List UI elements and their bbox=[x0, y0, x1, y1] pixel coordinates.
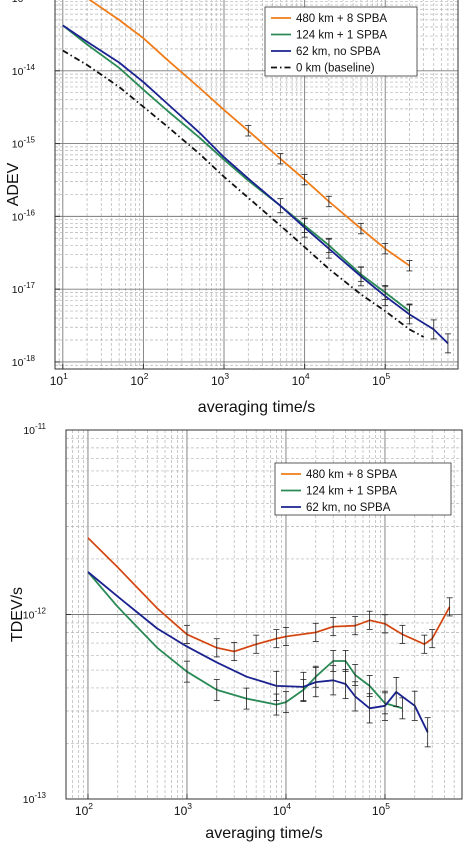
y-tick-base: 10 bbox=[12, 0, 24, 5]
y-tick-exponent: -11 bbox=[35, 422, 47, 431]
x-tick-exponent: 1 bbox=[63, 371, 68, 381]
x-tick-base: 10 bbox=[130, 374, 144, 388]
y-tick-exponent: -16 bbox=[23, 208, 35, 217]
adev-chart: 10110210310410510-1310-1410-1510-1610-17… bbox=[5, 0, 459, 416]
y-tick-base: 10 bbox=[12, 139, 24, 151]
series-line-1 bbox=[87, 571, 403, 710]
legend-label-2: 62 km, no SPBA bbox=[296, 46, 381, 58]
y-tick-label: 10-13 bbox=[12, 0, 36, 5]
x-tick-label: 105 bbox=[372, 371, 390, 388]
y-tick-exponent: -14 bbox=[23, 63, 35, 72]
x-tick-exponent: 2 bbox=[144, 371, 149, 381]
legend-label-2: 62 km, no SPBA bbox=[306, 502, 391, 514]
x-tick-label: 104 bbox=[273, 801, 291, 818]
x-tick-base: 10 bbox=[372, 804, 386, 818]
x-tick-base: 10 bbox=[75, 804, 89, 818]
y-tick-label: 10-15 bbox=[12, 136, 36, 151]
x-tick-exponent: 5 bbox=[385, 801, 390, 811]
x-tick-exponent: 5 bbox=[386, 371, 391, 381]
x-tick-exponent: 2 bbox=[88, 801, 93, 811]
plot-frame bbox=[54, 0, 459, 370]
y-tick-label: 10-14 bbox=[12, 63, 36, 78]
series-line-3 bbox=[62, 49, 425, 338]
y-tick-exponent: -15 bbox=[23, 136, 35, 145]
y-tick-exponent: -18 bbox=[23, 354, 35, 363]
series-group bbox=[87, 537, 453, 748]
series-line-0 bbox=[88, 0, 411, 267]
legend-label-3: 0 km (baseline) bbox=[296, 63, 375, 75]
x-tick-label: 103 bbox=[174, 801, 192, 818]
legend-label-1: 124 km + 1 SPBA bbox=[306, 486, 397, 498]
y-tick-base: 10 bbox=[12, 284, 24, 296]
x-tick-base: 10 bbox=[174, 804, 188, 818]
y-tick-base: 10 bbox=[23, 610, 35, 622]
y-tick-base: 10 bbox=[23, 794, 35, 806]
legend-label-1: 124 km + 1 SPBA bbox=[296, 30, 387, 42]
legend: 480 km + 8 SPBA 124 km + 1 SPBA 62 km, no … bbox=[274, 462, 452, 516]
x-axis-title: averaging time/s bbox=[205, 825, 322, 842]
series-line-2 bbox=[62, 24, 449, 345]
y-tick-label: 10-11 bbox=[23, 422, 46, 437]
series-group bbox=[62, 0, 451, 354]
y-tick-label: 10-12 bbox=[23, 607, 47, 622]
y-tick-exponent: -13 bbox=[34, 791, 46, 800]
x-tick-exponent: 4 bbox=[286, 801, 291, 811]
y-tick-base: 10 bbox=[12, 357, 24, 369]
y-axis-title: ADEV bbox=[5, 162, 22, 206]
y-tick-label: 10-18 bbox=[12, 354, 36, 369]
y-tick-base: 10 bbox=[12, 211, 24, 223]
x-tick-base: 10 bbox=[372, 374, 386, 388]
y-tick-label: 10-13 bbox=[23, 791, 47, 806]
series-line-1 bbox=[62, 24, 411, 312]
x-tick-label: 102 bbox=[75, 801, 93, 818]
y-tick-label: 10-17 bbox=[12, 281, 36, 296]
y-axis-title: TDEV/s bbox=[9, 587, 26, 642]
x-tick-label: 104 bbox=[292, 371, 310, 388]
legend-label-0: 480 km + 8 SPBA bbox=[296, 13, 387, 25]
x-tick-label: 101 bbox=[50, 371, 68, 388]
x-tick-exponent: 3 bbox=[224, 371, 229, 381]
x-tick-base: 10 bbox=[50, 374, 64, 388]
legend-label-0: 480 km + 8 SPBA bbox=[306, 469, 397, 481]
legend-box bbox=[274, 462, 452, 516]
x-tick-base: 10 bbox=[211, 374, 225, 388]
x-tick-exponent: 3 bbox=[187, 801, 192, 811]
y-tick-exponent: -17 bbox=[23, 281, 35, 290]
y-tick-label: 10-16 bbox=[12, 208, 36, 223]
x-tick-base: 10 bbox=[273, 804, 287, 818]
x-tick-label: 105 bbox=[372, 801, 390, 818]
y-tick-base: 10 bbox=[23, 425, 35, 437]
x-tick-base: 10 bbox=[292, 374, 306, 388]
x-tick-exponent: 4 bbox=[305, 371, 310, 381]
y-tick-exponent: -12 bbox=[34, 607, 46, 616]
y-tick-base: 10 bbox=[12, 66, 24, 78]
series-overlay-line-0 bbox=[87, 537, 451, 653]
legend: 480 km + 8 SPBA 124 km + 1 SPBA 62 km, no … bbox=[264, 6, 418, 77]
x-tick-label: 103 bbox=[211, 371, 229, 388]
x-tick-label: 102 bbox=[130, 371, 148, 388]
x-axis-title: averaging time/s bbox=[198, 399, 315, 416]
